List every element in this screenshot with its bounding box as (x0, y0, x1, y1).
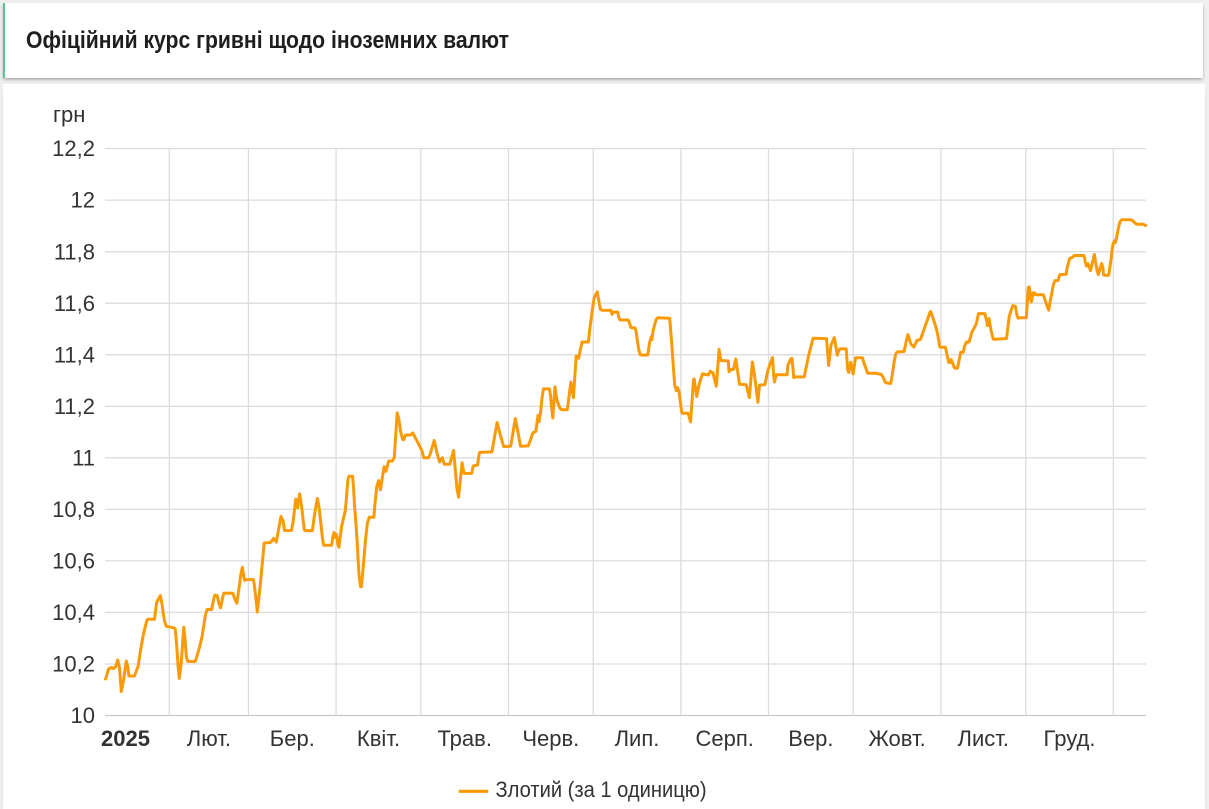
svg-text:Трав.: Трав. (437, 726, 491, 751)
svg-text:10,2: 10,2 (52, 652, 95, 677)
svg-text:11,8: 11,8 (54, 239, 95, 264)
svg-text:Серп.: Серп. (696, 726, 754, 751)
svg-text:Бер.: Бер. (270, 726, 315, 751)
svg-text:12,2: 12,2 (52, 136, 95, 161)
svg-text:11,2: 11,2 (54, 394, 95, 419)
svg-text:Лист.: Лист. (958, 726, 1009, 751)
svg-text:10: 10 (71, 703, 95, 728)
svg-text:10,6: 10,6 (52, 549, 95, 574)
svg-text:Груд.: Груд. (1044, 726, 1096, 751)
svg-text:10,8: 10,8 (52, 497, 95, 522)
svg-text:Квіт.: Квіт. (357, 726, 400, 751)
svg-text:11,6: 11,6 (54, 291, 95, 316)
svg-text:Вер.: Вер. (788, 726, 833, 751)
svg-text:Злотий (за 1 одиницю): Злотий (за 1 одиницю) (496, 778, 707, 802)
svg-text:11,4: 11,4 (54, 342, 95, 367)
svg-text:12: 12 (71, 188, 95, 213)
svg-text:10,4: 10,4 (52, 600, 95, 625)
svg-text:Лип.: Лип. (615, 726, 660, 751)
svg-text:Черв.: Черв. (522, 726, 579, 751)
svg-text:2025: 2025 (101, 726, 150, 751)
svg-text:11: 11 (72, 445, 95, 470)
svg-text:Жовт.: Жовт. (868, 726, 925, 751)
svg-text:грн: грн (53, 102, 85, 127)
svg-text:Лют.: Лют. (187, 726, 231, 751)
